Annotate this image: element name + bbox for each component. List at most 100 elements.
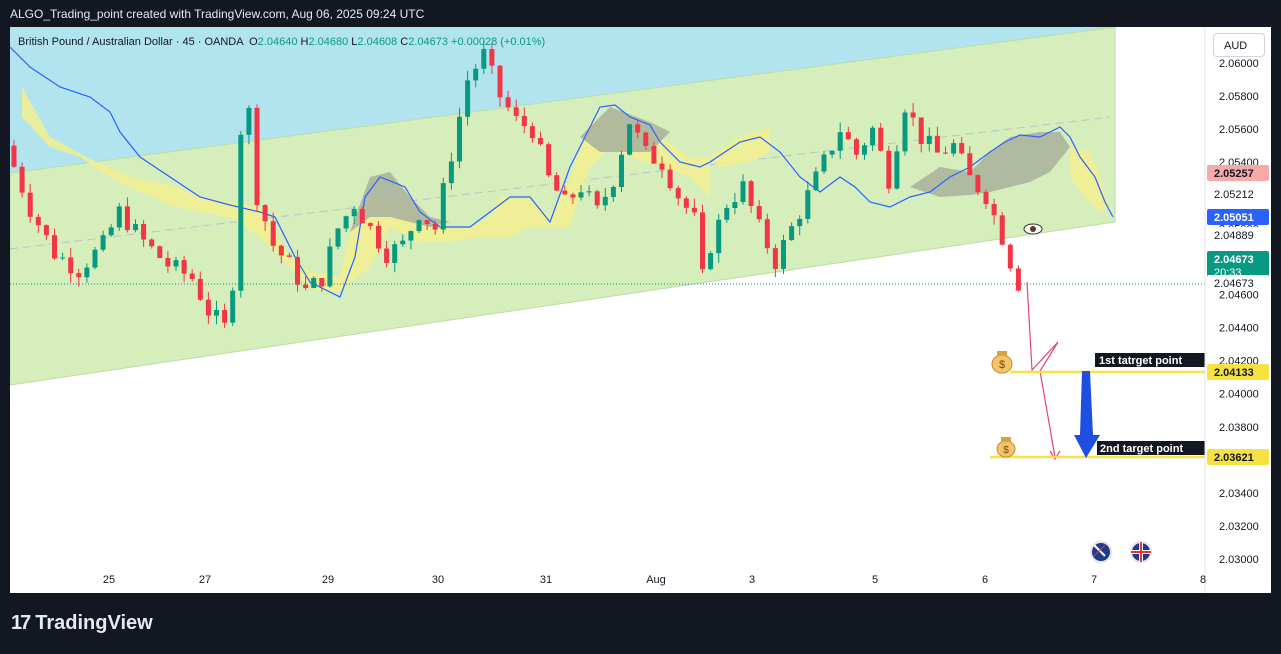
time-tick-label: 5 [872,574,878,586]
time-tick-label: 6 [982,574,988,586]
price-tick-label: 2.05600 [1219,124,1259,136]
candle-body [627,124,633,155]
candle-body [918,117,924,145]
candle-body [189,273,195,279]
candle-body [440,183,446,230]
candle-body [100,235,106,250]
candle-body [643,132,649,147]
candle-body [351,208,357,217]
candle-body [967,153,973,176]
candle-body [424,220,430,224]
candle-body [108,227,114,236]
eye-icon [1023,223,1043,235]
tradingview-logo[interactable]: 17 TradingView [11,612,153,635]
candle-body [238,134,244,291]
price-axis[interactable]: 2.060002.058002.056002.054002.052002.050… [1219,58,1259,566]
target-label-2-bg [1097,441,1205,455]
candle-body [432,223,438,230]
australia-flag-icon[interactable] [1090,541,1112,563]
candle-body [570,194,576,198]
candle-body [538,138,543,145]
candle-body [586,191,592,193]
candle-body [716,219,722,254]
price-tick-label: 2.04000 [1219,389,1259,401]
candle-body [254,107,260,206]
candle-body [554,175,560,191]
candle-body [52,235,57,259]
price-label-red: 2.05257 [1207,165,1269,181]
candle-body [400,240,406,245]
candle-body [853,139,859,155]
brand-name: TradingView [35,612,153,634]
candle-body [870,127,876,146]
candle-body [781,240,786,269]
candle-body [165,257,171,267]
candle-body [845,132,851,140]
candle-body [667,169,673,189]
candle-body [837,132,843,151]
candle-body [1015,268,1021,291]
candle-body [829,150,835,155]
price-label-plain: 2.05212 [1207,186,1269,202]
candle-body [821,154,827,172]
chart-area[interactable]: $ $ 1st tatrget point 2nd target point [10,27,1271,593]
candle-body [797,218,803,227]
candle-body [384,248,390,263]
uk-flag-icon[interactable] [1130,541,1152,563]
svg-text:2.05051: 2.05051 [1214,212,1254,224]
tradingview-logo-icon: 17 [11,612,31,634]
candle-body [84,267,90,278]
chart-canvas[interactable]: $ $ 1st tatrget point 2nd target point [10,27,1271,593]
candle-body [205,299,211,316]
time-axis[interactable]: 25 27 29 30 31 Aug 3 5 6 7 8 [103,574,1206,586]
candle-body [473,68,479,81]
candle-body [35,216,41,226]
price-label-blue: 2.05051 [1207,209,1269,225]
svg-text:$: $ [999,359,1005,371]
candle-body [497,65,503,98]
candle-body [327,246,333,287]
candle-body [230,290,236,323]
currency-selector[interactable]: AUD [1213,33,1265,57]
time-tick-label: 27 [199,574,211,586]
price-tick-label: 2.03800 [1219,422,1259,434]
candle-body [392,244,398,263]
price-label-yellow: 2.04133 [1207,364,1269,380]
candle-body [813,171,819,191]
candle-body [124,206,130,231]
candle-body [359,208,365,224]
chart-caption: ALGO_Trading_point created with TradingV… [10,7,425,21]
candle-body [408,231,414,241]
price-tick-label: 2.03200 [1219,521,1259,533]
candle-body [991,204,997,216]
candle-body [708,253,714,270]
candle-body [173,260,179,267]
candle-body [133,224,138,231]
price-label-plain: 2.04889 [1207,227,1269,243]
ichimoku-baseline [10,46,1114,298]
candle-body [529,126,535,139]
candle-body [894,151,900,189]
candle-body [700,212,705,270]
svg-text:2.05212: 2.05212 [1214,189,1254,201]
candle-body [789,226,795,241]
symbol-name[interactable]: British Pound / Australian Dollar · 45 ·… [18,36,243,48]
candle-body [197,278,203,300]
candle-body [521,115,527,127]
svg-text:2.04889: 2.04889 [1214,230,1254,242]
candle-body [610,186,616,197]
candle-body [651,146,657,164]
candle-body [675,188,681,199]
candle-body [448,161,454,184]
target-label-1-bg [1095,353,1205,367]
ichimoku-cloud [22,87,1108,292]
candle-body [578,192,584,198]
candle-body [303,284,309,289]
candle-body [886,150,892,189]
candle-body [959,143,965,154]
candle-body [11,145,17,167]
candle-body [489,49,495,66]
time-tick-label: 25 [103,574,115,586]
symbol-info: British Pound / Australian Dollar · 45 ·… [18,36,545,48]
